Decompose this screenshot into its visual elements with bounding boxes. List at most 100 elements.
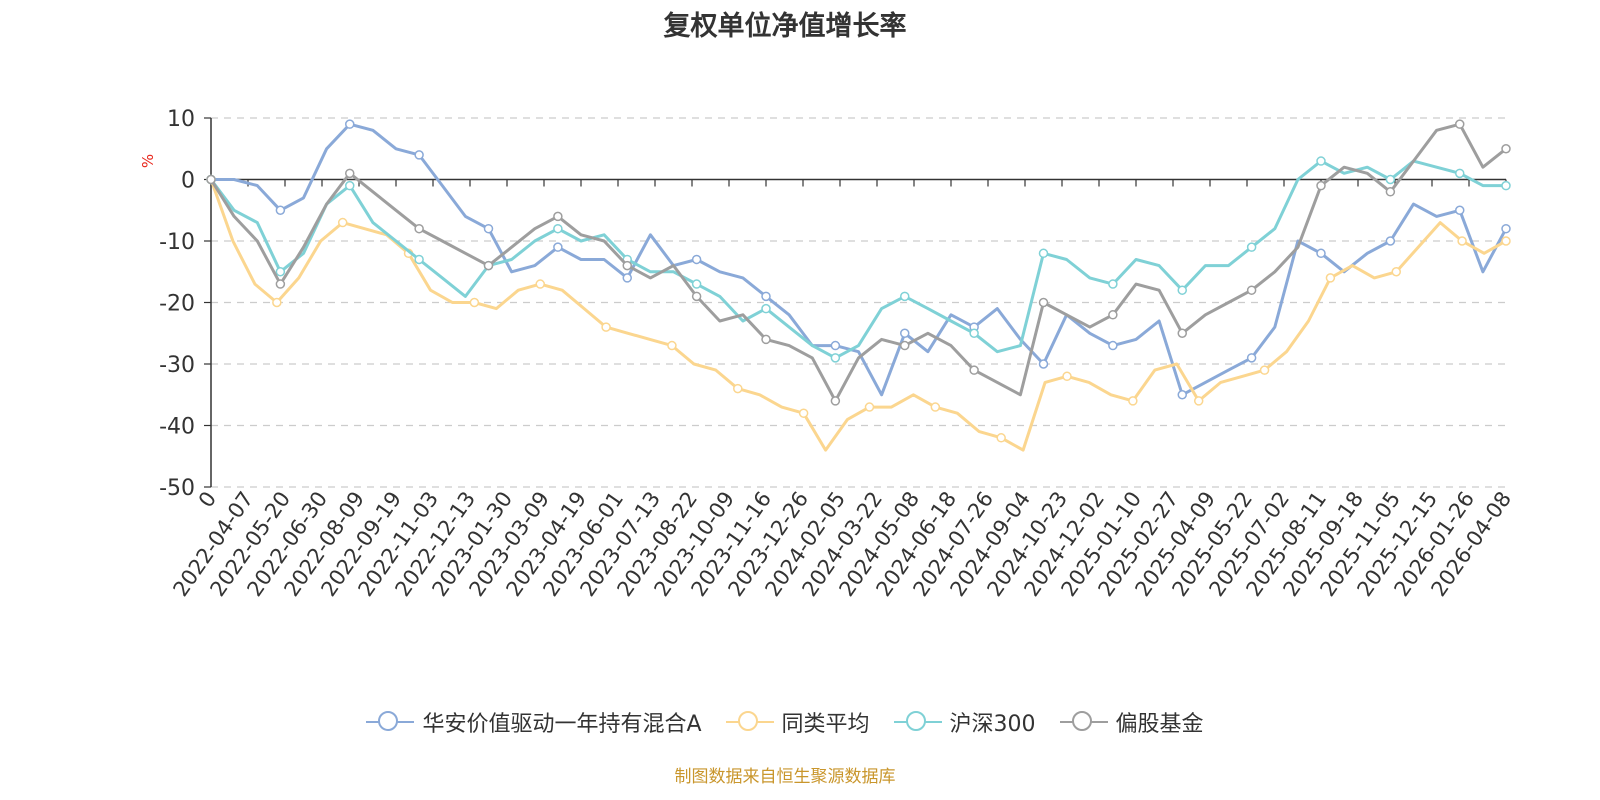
series-point-3 bbox=[275, 279, 286, 289]
legend-dot-csi300 bbox=[905, 711, 926, 731]
series-point-1 bbox=[1193, 396, 1204, 406]
series-point-0 bbox=[900, 328, 910, 338]
series-point-1 bbox=[733, 383, 743, 394]
series-point-2 bbox=[1501, 180, 1511, 191]
series-point-0 bbox=[1316, 248, 1326, 259]
series-point-1 bbox=[864, 402, 875, 412]
legend-dot-fund bbox=[378, 711, 399, 731]
series-point-0 bbox=[830, 340, 841, 351]
y-tick-label: 0 bbox=[181, 169, 195, 194]
series-point-1 bbox=[996, 433, 1006, 443]
series-point-2 bbox=[1455, 168, 1465, 179]
series-point-0 bbox=[275, 205, 286, 215]
series-line-3 bbox=[209, 122, 1507, 403]
series-point-3 bbox=[414, 223, 424, 234]
series-point-2 bbox=[414, 254, 424, 265]
series-point-0 bbox=[1108, 340, 1118, 351]
series-point-1 bbox=[930, 402, 941, 412]
series-point-3 bbox=[483, 260, 494, 271]
series-point-2 bbox=[553, 223, 563, 234]
series-point-3 bbox=[830, 396, 841, 406]
legend-dot-peer-average bbox=[737, 711, 758, 731]
series-point-2 bbox=[1038, 248, 1049, 259]
series-point-2 bbox=[1246, 242, 1257, 252]
series-point-0 bbox=[345, 119, 355, 129]
legend-marker-icon bbox=[1059, 710, 1108, 734]
chart-title: 复权单位净值增长率 bbox=[663, 11, 907, 42]
series-point-0 bbox=[1177, 390, 1187, 400]
x-tick-label: 0 bbox=[194, 487, 221, 512]
series-point-1 bbox=[667, 340, 677, 351]
series-point-1 bbox=[1391, 267, 1402, 277]
legend-label-fund: 华安价值驱动一年持有混合A bbox=[422, 712, 702, 737]
y-tick-label: -50 bbox=[159, 476, 195, 501]
series-point-0 bbox=[414, 150, 424, 160]
legend-label-equity-funds: 偏股基金 bbox=[1115, 712, 1204, 737]
series-point-2 bbox=[691, 279, 702, 289]
series-point-2 bbox=[830, 353, 841, 363]
y-tick-label: -10 bbox=[159, 230, 195, 255]
legend-label-csi300: 沪深300 bbox=[949, 712, 1036, 737]
series-point-3 bbox=[622, 260, 632, 271]
series-point-1 bbox=[469, 297, 480, 308]
series-point-3 bbox=[1038, 297, 1049, 308]
legend-item-fund[interactable]: 华安价值驱动一年持有混合A bbox=[366, 706, 702, 738]
chart-legend: 华安价值驱动一年持有混合A 同类平均 沪深300 偏股基金 bbox=[0, 706, 1570, 738]
series-point-2 bbox=[900, 291, 910, 302]
series-point-2 bbox=[345, 180, 355, 191]
series-point-3 bbox=[969, 365, 979, 375]
series-point-0 bbox=[1501, 223, 1511, 234]
y-tick-label: -20 bbox=[159, 292, 195, 317]
series-point-0 bbox=[1385, 236, 1396, 246]
series-point-2 bbox=[969, 328, 979, 338]
legend-dot-equity-funds bbox=[1071, 711, 1092, 731]
legend-marker-icon bbox=[366, 710, 415, 734]
series-point-0 bbox=[1038, 359, 1049, 369]
series-point-1 bbox=[535, 279, 545, 289]
series-point-1 bbox=[1062, 371, 1072, 382]
series-point-1 bbox=[1501, 236, 1511, 246]
legend-item-peer-average[interactable]: 同类平均 bbox=[725, 706, 870, 738]
series-point-1 bbox=[1259, 365, 1270, 375]
series-point-1 bbox=[798, 408, 809, 418]
legend-item-csi300[interactable]: 沪深300 bbox=[893, 706, 1036, 738]
legend-marker-icon bbox=[893, 710, 942, 734]
series-point-3 bbox=[691, 291, 702, 302]
series-point-0 bbox=[1246, 353, 1257, 363]
series-line-1 bbox=[209, 178, 1507, 452]
series-point-3 bbox=[1108, 310, 1118, 320]
series-point-3 bbox=[1316, 180, 1326, 191]
series-point-3 bbox=[553, 211, 563, 222]
legend-item-equity-funds[interactable]: 偏股基金 bbox=[1059, 706, 1204, 738]
y-tick-label: -30 bbox=[159, 353, 195, 378]
series-point-0 bbox=[553, 242, 563, 252]
series-point-0 bbox=[622, 273, 632, 283]
series-point-2 bbox=[761, 303, 771, 314]
series-point-0 bbox=[761, 291, 771, 302]
series-point-3 bbox=[900, 340, 910, 351]
series-point-2 bbox=[1177, 285, 1187, 295]
series-point-1 bbox=[1325, 273, 1336, 283]
series-point-3 bbox=[1177, 328, 1187, 338]
series-point-1 bbox=[1128, 396, 1138, 406]
series-point-2 bbox=[275, 267, 286, 277]
series-point-3 bbox=[761, 334, 771, 345]
series-point-1 bbox=[1457, 236, 1467, 246]
series-point-0 bbox=[483, 223, 494, 234]
series-point-3 bbox=[1501, 144, 1511, 154]
series-point-0 bbox=[691, 254, 702, 265]
series-line-2 bbox=[209, 159, 1506, 360]
series-point-3 bbox=[1455, 119, 1465, 129]
legend-marker-icon bbox=[725, 710, 774, 734]
series-point-2 bbox=[1385, 174, 1396, 185]
series-point-3 bbox=[206, 174, 216, 185]
series-point-3 bbox=[1385, 187, 1396, 197]
series-line-0 bbox=[211, 122, 1508, 397]
series-point-2 bbox=[1316, 156, 1326, 166]
y-tick-label: -40 bbox=[159, 415, 195, 440]
y-tick-label: 10 bbox=[167, 107, 195, 132]
series-point-0 bbox=[1455, 205, 1465, 215]
series-point-2 bbox=[1108, 279, 1118, 289]
series-point-1 bbox=[337, 217, 348, 228]
